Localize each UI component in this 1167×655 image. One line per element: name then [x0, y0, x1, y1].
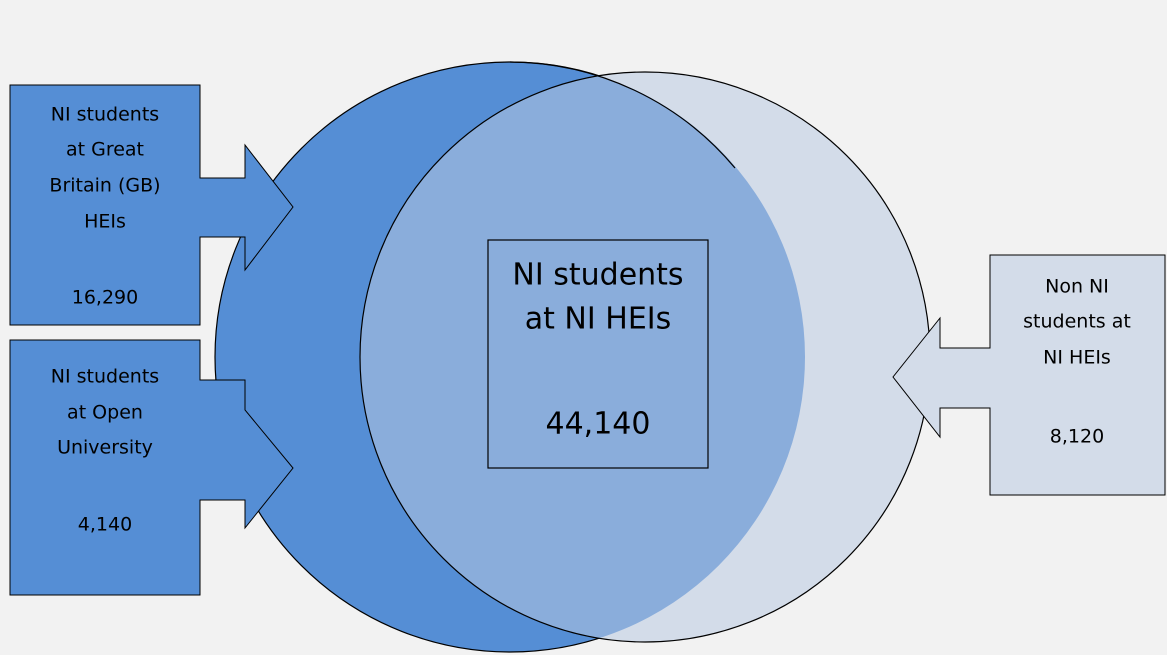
value: 44,140 — [546, 407, 651, 442]
value: 16,290 — [72, 287, 138, 309]
label: at NI HEIs — [525, 302, 672, 337]
label: HEIs — [84, 211, 126, 233]
ou-arrow-box — [9, 339, 294, 596]
label: Britain (GB) — [49, 175, 160, 197]
label: students at — [1023, 311, 1131, 333]
label: at Open — [67, 402, 143, 424]
label: NI students — [51, 104, 159, 126]
non-ni-arrow-box — [892, 254, 1166, 496]
value: 8,120 — [1050, 426, 1104, 448]
gb-circle-outline — [509, 61, 736, 169]
label: University — [57, 437, 153, 459]
label: NI students — [512, 258, 683, 293]
label: Non NI — [1045, 276, 1109, 298]
label: NI HEIs — [1043, 347, 1111, 369]
label: at Great — [66, 139, 144, 161]
center-box — [487, 239, 709, 469]
value: 4,140 — [78, 514, 132, 536]
label: NI students — [51, 366, 159, 388]
gb-arrow-box — [9, 84, 294, 326]
